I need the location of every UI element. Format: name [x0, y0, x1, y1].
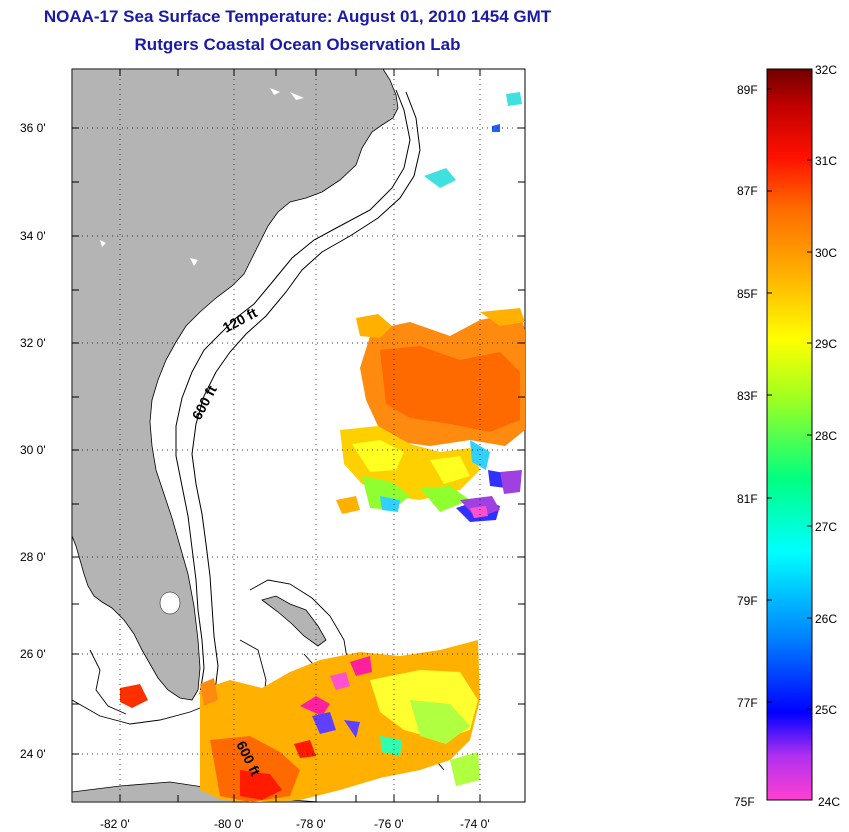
colorbar-f-75: 75F — [734, 795, 755, 809]
colorbar-f-77: 77F — [737, 696, 758, 710]
colorbar-c-26: 26C — [815, 612, 837, 626]
colorbar-f-79: 79F — [737, 594, 758, 608]
colorbar-c-31: 31C — [815, 154, 837, 168]
map-title: NOAA-17 Sea Surface Temperature: August … — [43, 7, 552, 26]
map-ticks — [72, 69, 525, 802]
colorbar-c-25: 25C — [815, 703, 837, 717]
colorbar-c-32: 32C — [815, 63, 837, 77]
land-bahamas-north — [261, 595, 327, 647]
lat-label-36: 36 0' — [20, 121, 46, 135]
contour-120ft — [175, 89, 411, 695]
lat-label-32: 32 0' — [20, 336, 46, 350]
colorbar — [766, 68, 813, 801]
lat-label-30: 30 0' — [20, 443, 46, 457]
colorbar-c-24: 24C — [818, 795, 840, 809]
lat-label-28: 28 0' — [20, 550, 46, 564]
lon-label-80: -80 0' — [214, 817, 244, 831]
lat-label-24: 24 0' — [20, 747, 46, 761]
land-mainland — [72, 69, 399, 701]
colorbar-c-28: 28C — [815, 429, 837, 443]
lon-label-74: -74 0' — [460, 817, 490, 831]
contour-600ft — [191, 91, 421, 701]
colorbar-f-83: 83F — [737, 389, 758, 403]
colorbar-ticks — [767, 68, 812, 801]
lat-label-34: 34 0' — [20, 229, 46, 243]
colorbar-c-30: 30C — [815, 246, 837, 260]
colorbar-f-89: 89F — [737, 83, 758, 97]
sst-patches — [120, 92, 525, 802]
colorbar-c-27: 27C — [815, 520, 837, 534]
lat-label-26: 26 0' — [20, 647, 46, 661]
lon-label-78: -78 0' — [296, 817, 326, 831]
contour-florida-keys — [72, 699, 211, 725]
map-subtitle: Rutgers Coastal Ocean Observation Lab — [134, 35, 461, 54]
colorbar-f-81: 81F — [737, 492, 758, 506]
colorbar-f-87: 87F — [737, 184, 758, 198]
lake-okeechobee — [159, 591, 181, 615]
colorbar-c-29: 29C — [815, 337, 837, 351]
lon-label-76: -76 0' — [374, 817, 404, 831]
map-gridlines — [72, 69, 525, 802]
lon-label-82: -82 0' — [100, 817, 130, 831]
colorbar-f-85: 85F — [737, 287, 758, 301]
